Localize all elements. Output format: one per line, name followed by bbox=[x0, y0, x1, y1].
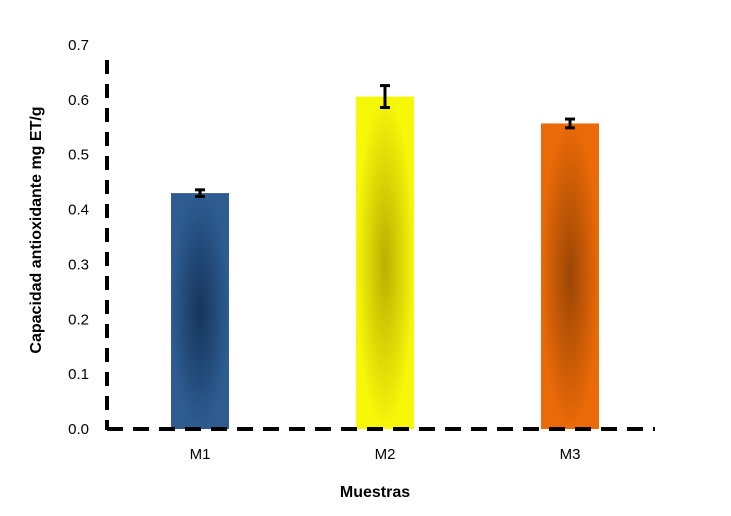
y-tick-label: 0.6 bbox=[68, 92, 89, 109]
x-tick-label: M3 bbox=[560, 446, 581, 463]
y-tick-label: 0.2 bbox=[68, 311, 89, 328]
y-tick-label: 0.5 bbox=[68, 147, 89, 164]
error-bar-m2 bbox=[380, 84, 390, 110]
y-tick-label: 0.7 bbox=[68, 37, 89, 54]
y-tick-label: 0.0 bbox=[68, 421, 89, 438]
error-bar-m3 bbox=[565, 117, 575, 130]
bar-m3 bbox=[541, 123, 599, 430]
x-tick-labels: M1 M2 M3 bbox=[190, 446, 581, 463]
y-tick-label: 0.3 bbox=[68, 256, 89, 273]
bar-m2 bbox=[356, 96, 414, 430]
y-tick-label: 0.1 bbox=[68, 366, 89, 383]
bars bbox=[171, 96, 599, 430]
x-axis-title: Muestras bbox=[340, 484, 410, 501]
bar-m1 bbox=[171, 193, 229, 429]
y-axis-title: Capacidad antioxidante mg ET/g bbox=[28, 106, 45, 353]
y-tick-labels: 0.0 0.1 0.2 0.3 0.4 0.5 0.6 0.7 bbox=[68, 37, 89, 438]
y-tick-label: 0.4 bbox=[68, 202, 89, 219]
error-bar-m1 bbox=[195, 188, 205, 198]
x-tick-label: M2 bbox=[375, 446, 396, 463]
x-tick-label: M1 bbox=[190, 446, 211, 463]
error-bars bbox=[195, 84, 575, 198]
